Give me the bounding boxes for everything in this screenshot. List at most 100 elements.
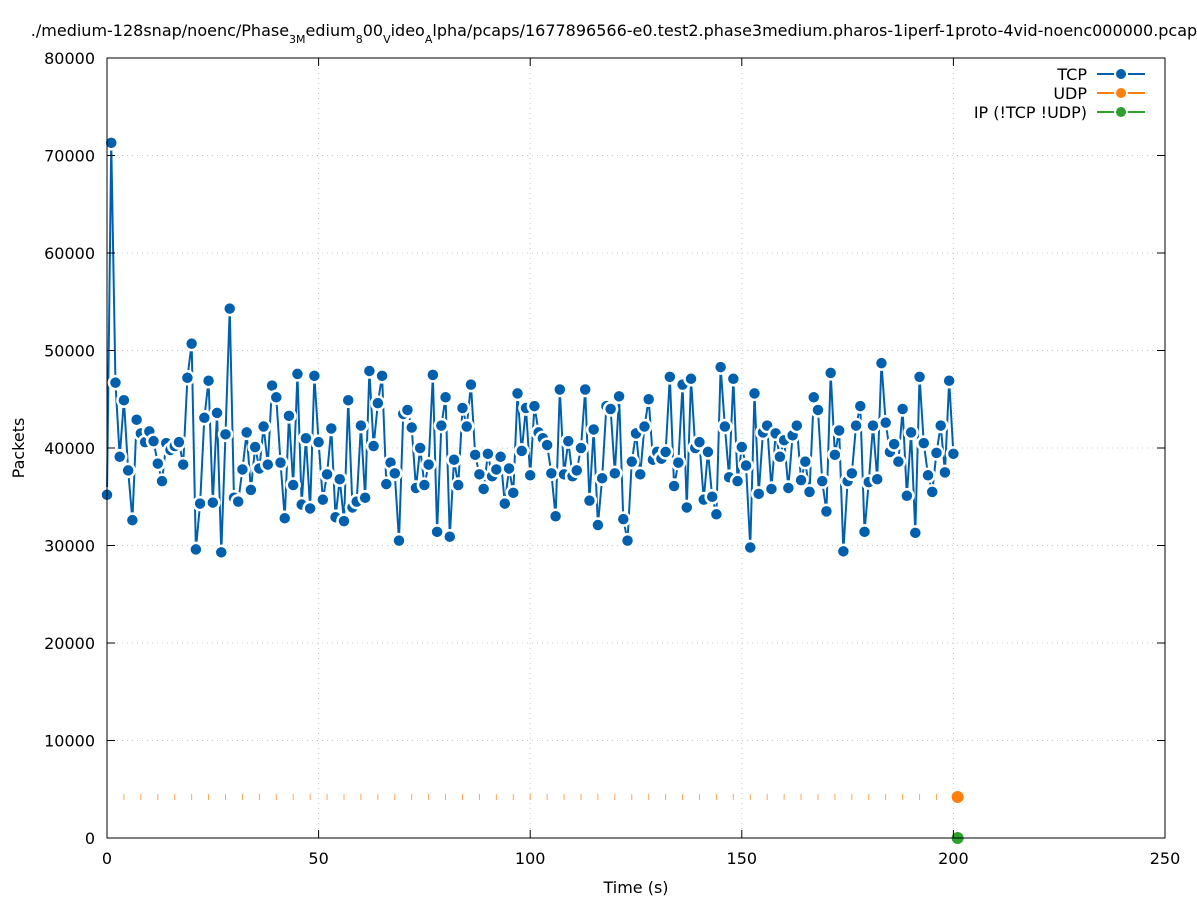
tcp-point (932, 417, 949, 434)
tcp-point (907, 525, 924, 541)
tcp-point (539, 437, 555, 453)
tcp-point (573, 440, 589, 456)
tcp-point (810, 402, 826, 418)
tcp-point (581, 492, 598, 509)
tcp-point (196, 410, 213, 426)
tcp-point (103, 135, 119, 151)
tcp-point (746, 385, 763, 402)
tcp-point (750, 486, 767, 502)
tcp-point (492, 449, 509, 465)
tcp-point (192, 495, 208, 512)
tcp-point (171, 434, 187, 450)
tcp-point (505, 485, 522, 501)
tcp-point (467, 447, 483, 463)
tcp-point (480, 446, 496, 462)
tcp-point (340, 392, 356, 408)
tcp-point (805, 389, 822, 406)
tcp-point (890, 453, 907, 470)
x-tick-label: 200 (938, 849, 969, 868)
chart-title: ./medium-128snap/noenc/Phase3Medium800Vi… (31, 21, 1197, 46)
tcp-point (615, 511, 632, 527)
tcp-point (238, 424, 255, 441)
tcp-point (416, 477, 433, 493)
tcp-point (822, 365, 839, 381)
tcp-point (662, 369, 678, 385)
tcp-point (509, 385, 526, 402)
tcp-point (247, 439, 263, 455)
tcp-point (116, 392, 132, 408)
tcp-point (611, 388, 627, 405)
tcp-point (179, 370, 196, 386)
tcp-point (869, 471, 885, 487)
tcp-point (188, 541, 204, 558)
tcp-point (619, 532, 636, 549)
tcp-point (543, 465, 560, 482)
tcp-point (403, 419, 420, 436)
tcp-point (281, 408, 297, 424)
tcp-point (437, 389, 454, 406)
tcp-point (111, 449, 128, 465)
y-tick-label: 0 (85, 829, 95, 848)
tcp-point (666, 478, 682, 494)
y-tick-label: 10000 (44, 732, 95, 751)
tcp-point (319, 466, 335, 483)
tcp-point (120, 462, 136, 479)
tcp-point (624, 453, 640, 470)
tcp-point (818, 503, 835, 520)
tcp-point (429, 524, 445, 540)
tcp-point (670, 454, 687, 471)
tcp-point (903, 424, 919, 441)
tcp-point (217, 426, 234, 443)
legend-marker (1114, 86, 1128, 100)
tcp-point (374, 368, 390, 384)
tcp-point (945, 446, 962, 462)
tcp-point (844, 465, 860, 482)
tcp-point (370, 395, 386, 411)
tcp-point (916, 435, 932, 451)
tcp-point (255, 418, 272, 435)
tcp-point (797, 453, 814, 470)
tcp-point (425, 367, 441, 383)
tcp-point (243, 482, 259, 498)
tcp-point (150, 455, 166, 472)
tcp-point (310, 434, 327, 450)
tcp-point (852, 398, 869, 414)
tcp-point (378, 476, 395, 492)
series-layer (99, 135, 964, 844)
tcp-point (268, 389, 285, 406)
tcp-point (848, 417, 864, 434)
tcp-point (704, 489, 720, 505)
tcp-point (420, 456, 437, 473)
tcp-point (399, 402, 416, 418)
x-tick-label: 100 (515, 849, 546, 868)
tcp-point (128, 411, 145, 428)
tcp-point (886, 436, 902, 452)
tcp-point (729, 473, 746, 489)
tcp-point (742, 539, 759, 556)
tcp-point (454, 400, 471, 416)
tcp-point (260, 456, 276, 473)
tcp-point (865, 417, 881, 434)
tcp-point (928, 445, 945, 461)
tcp-point (708, 506, 725, 523)
y-tick-label: 60000 (44, 244, 95, 263)
tcp-point (814, 473, 830, 489)
tcp-point (501, 460, 517, 477)
tcp-point (577, 381, 593, 398)
tcp-point (920, 467, 936, 484)
tcp-point (640, 391, 657, 407)
x-tick-label: 0 (102, 849, 112, 868)
tcp-point (272, 454, 289, 471)
tcp-point (336, 513, 352, 529)
tcp-point (332, 471, 348, 487)
y-tick-label: 20000 (44, 634, 95, 653)
tcp-point (365, 438, 382, 454)
tcp-point (213, 544, 230, 561)
tcp-point (569, 462, 585, 479)
tcp-point (230, 493, 246, 510)
tcp-point (899, 488, 915, 504)
tcp-point (873, 355, 890, 371)
tcp-point (446, 451, 462, 468)
x-tick-label: 250 (1150, 849, 1181, 868)
tcp-point (433, 417, 450, 434)
